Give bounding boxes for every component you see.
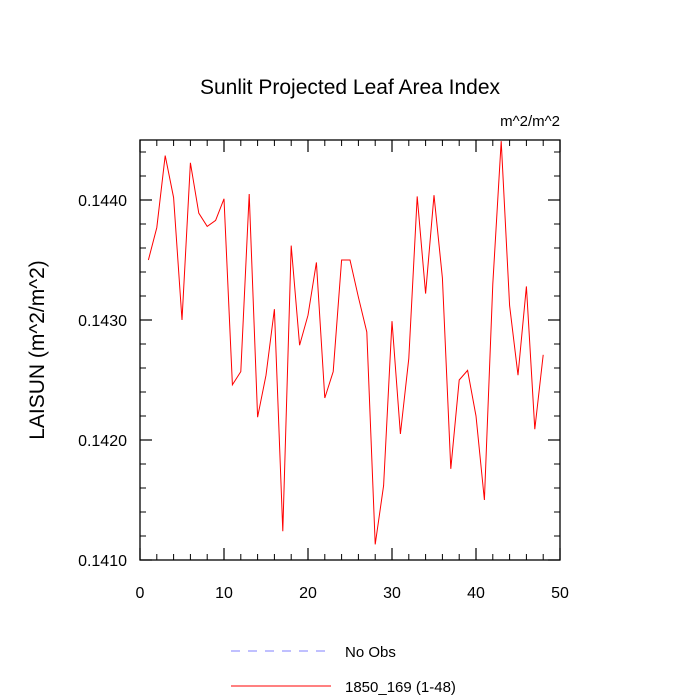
data-point [349,259,350,260]
data-point [467,370,468,371]
axis-ticks [139,140,561,561]
data-point [501,141,502,142]
data-point [450,468,451,469]
y-tick-label: 0.1440 [78,193,127,210]
data-point [475,415,476,416]
chart-title: Sunlit Projected Leaf Area Index [200,76,501,99]
data-point [165,155,166,156]
data-point [333,371,334,372]
data-point [198,213,199,214]
data-point [442,277,443,278]
data-point [274,309,275,310]
data-point [249,193,250,194]
data-point [425,293,426,294]
data-point [215,220,216,221]
y-tick-label: 0.1410 [78,553,127,570]
data-point [526,286,527,287]
data-point [265,375,266,376]
data-point [358,297,359,298]
data-point [223,198,224,199]
data-point [400,433,401,434]
data-point [408,358,409,359]
data-point [257,417,258,418]
x-tick-label: 40 [467,585,485,602]
data-point [492,283,493,284]
data-point [181,319,182,320]
x-tick-label: 30 [383,585,401,602]
data-point [316,262,317,263]
y-tick-label: 0.1430 [78,313,127,330]
data-point [375,544,376,545]
data-point [366,331,367,332]
y-tick-label: 0.1420 [78,433,127,450]
tick-labels: 0 10 20 30 40 50 0.1410 0.1420 0.1430 0.1440 [78,193,569,602]
series-points [148,141,544,545]
x-tick-label: 50 [551,585,569,602]
data-point [173,197,174,198]
data-point [207,226,208,227]
legend: No Obs 1850_169 (1-48) [231,644,456,696]
data-point [156,227,157,228]
legend-label-1850-169: 1850_169 (1-48) [345,679,456,696]
x-tick-label: 20 [299,585,317,602]
data-point [391,321,392,322]
x-tick-label: 10 [215,585,233,602]
data-point [509,305,510,306]
x-tick-label: 0 [136,585,145,602]
data-point [307,315,308,316]
data-point [291,245,292,246]
units-label: m^2/m^2 [500,113,560,130]
legend-label-no-obs: No Obs [345,644,396,661]
data-point [324,397,325,398]
data-point [534,429,535,430]
data-point [240,371,241,372]
data-point [484,499,485,500]
data-point [543,354,544,355]
data-point [299,345,300,346]
series-line-1850-169 [147,141,544,545]
data-point [417,196,418,197]
data-point [459,379,460,380]
y-axis-label: LAISUN (m^2/m^2) [26,260,49,440]
data-point [383,485,384,486]
data-point [190,162,191,163]
data-point [433,195,434,196]
plot-frame [139,139,561,561]
data-point [148,259,149,260]
data-point [282,531,283,532]
data-point [341,259,342,260]
data-point [517,375,518,376]
data-point [232,384,233,385]
